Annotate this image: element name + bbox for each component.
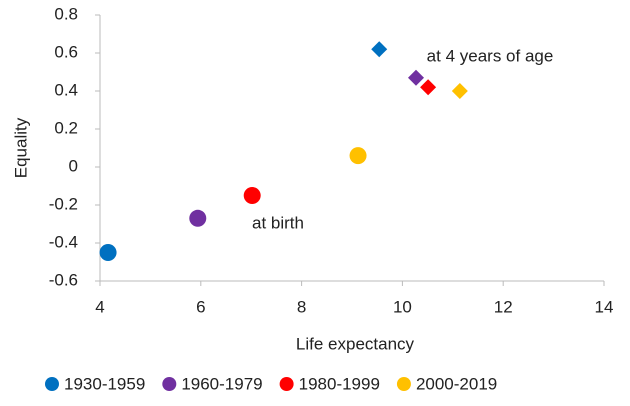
legend-label: 1980-1999 [299,374,380,393]
y-tick-label: -0.4 [49,232,78,251]
point [408,69,425,86]
x-tick-label: 8 [297,297,306,316]
legend-marker [162,377,177,391]
point [349,147,367,165]
point [371,41,388,58]
point [420,79,437,96]
y-tick-label: 0.2 [54,118,78,137]
x-tick-label: 14 [595,297,614,316]
x-tick-label: 6 [196,297,205,316]
legend-marker [396,377,411,391]
y-tick-label: 0.8 [54,4,78,23]
x-axis-label: Life expectancy [296,334,415,353]
legend-marker [279,377,294,391]
y-tick-label: 0.6 [54,42,78,61]
point [243,187,261,204]
y-axis-label: Equality [11,117,30,178]
x-tick-label: 4 [95,297,104,316]
legend-label: 1960-1979 [181,374,262,393]
x-tick-label: 10 [393,297,412,316]
legend-label: 2000-2019 [416,374,497,393]
legend-label: 1930-1959 [64,374,145,393]
y-tick-label: 0 [69,156,78,175]
point [189,209,207,227]
y-tick-label: -0.6 [49,270,78,289]
y-tick-label: -0.2 [49,194,78,213]
y-tick-label: 0.4 [54,80,78,99]
annotation: at 4 years of age [427,46,554,65]
point [451,83,468,99]
point [99,244,117,261]
annotation: at birth [252,213,304,232]
x-tick-label: 12 [494,297,513,316]
legend-marker [45,377,59,391]
